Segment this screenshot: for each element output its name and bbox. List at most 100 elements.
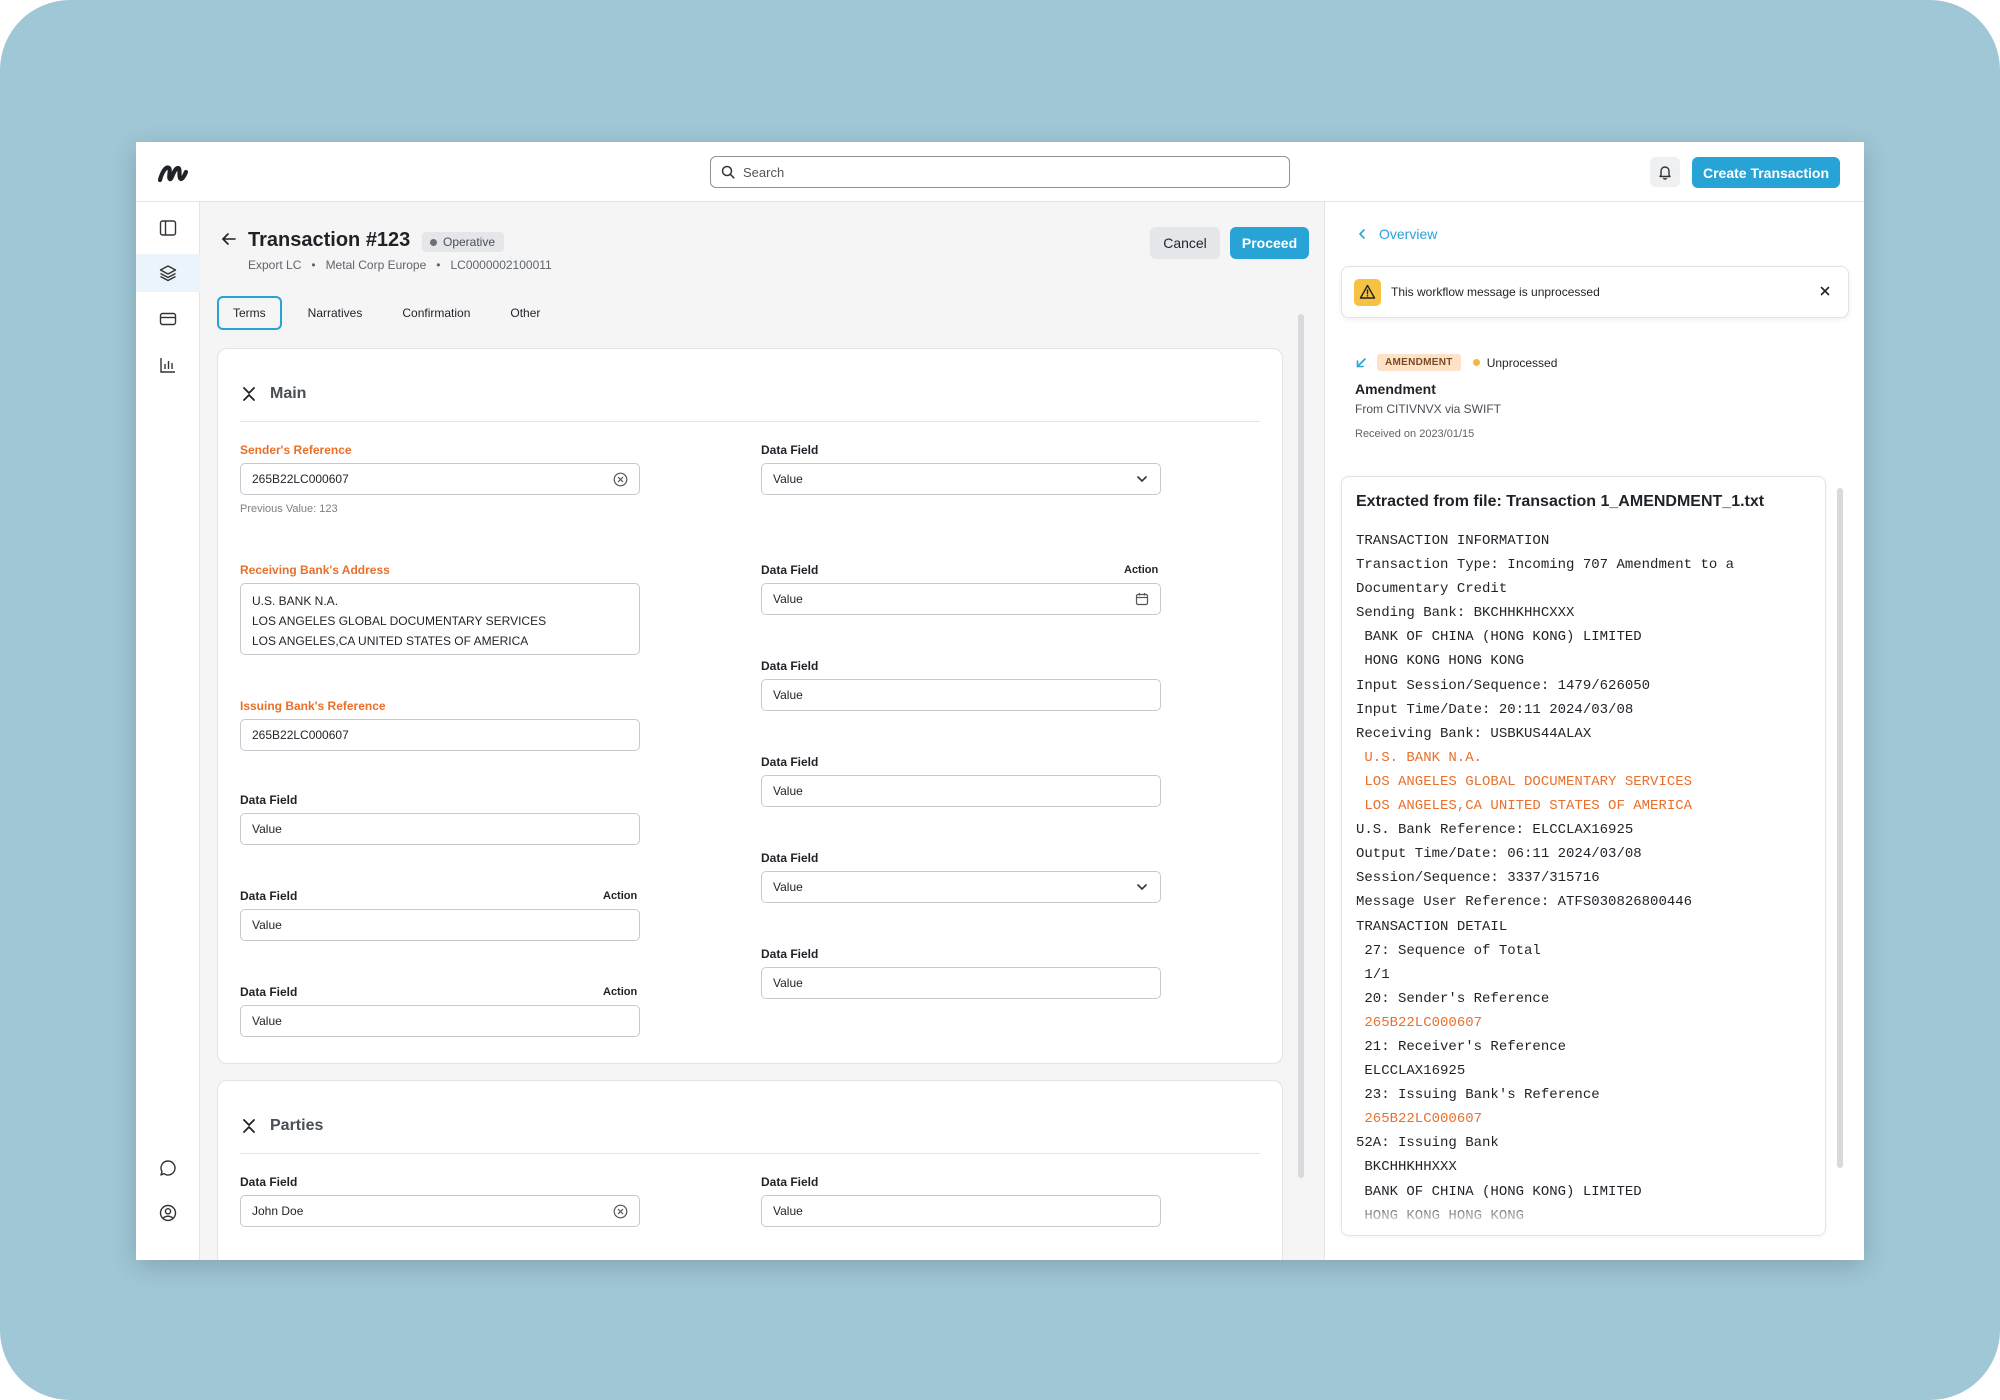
data-field-value: Value <box>773 472 803 486</box>
senders-reference-input[interactable]: 265B22LC000607 <box>240 463 640 495</box>
data-field-input[interactable]: Value <box>761 967 1161 999</box>
file-line: TRANSACTION DETAIL <box>1356 918 1508 935</box>
sidebar-item-reports[interactable] <box>136 346 200 384</box>
search-box[interactable] <box>710 156 1290 188</box>
create-transaction-button[interactable]: Create Transaction <box>1692 157 1840 188</box>
data-field-input[interactable]: Value <box>240 813 640 845</box>
user-circle-icon <box>159 1204 177 1222</box>
tab-other[interactable]: Other <box>510 306 541 320</box>
party-name-input[interactable]: John Doe <box>240 1195 640 1227</box>
file-line: 1/1 <box>1356 966 1390 983</box>
file-line: Receiving Bank: USBKUS44ALAX <box>1356 725 1592 742</box>
file-line: 265B22LC000607 <box>1356 1014 1483 1031</box>
notifications-button[interactable] <box>1650 157 1680 187</box>
sidebar-item-layers[interactable] <box>136 254 200 292</box>
message-panel: Overview This workflow message is unproc… <box>1324 202 1864 1260</box>
overview-label: Overview <box>1379 226 1438 242</box>
data-field-date-input[interactable]: Value <box>761 583 1161 615</box>
data-field-input[interactable]: Value <box>761 679 1161 711</box>
layers-icon <box>159 265 177 282</box>
section-divider <box>240 1153 1260 1154</box>
message-meta: AMENDMENT Unprocessed <box>1355 354 1557 371</box>
file-line: BANK OF CHINA (HONG KONG) LIMITED <box>1356 1183 1642 1200</box>
file-line: LOS ANGELES,CA UNITED STATES OF AMERICA <box>1356 798 1693 815</box>
senders-reference-label: Sender's Reference <box>240 443 352 457</box>
tab-terms[interactable]: Terms <box>217 296 282 330</box>
breadcrumb-reference: LC0000002100011 <box>450 258 552 272</box>
collapse-icon[interactable] <box>242 386 256 402</box>
data-field-value: Value <box>252 1014 282 1028</box>
file-line: Transaction Type: Incoming 707 Amendment… <box>1356 557 1735 574</box>
chevron-left-icon <box>1359 229 1365 239</box>
data-field-label: Data Field <box>240 1175 298 1189</box>
clear-icon[interactable] <box>613 472 628 487</box>
file-line: Input Session/Sequence: 1479/626050 <box>1356 677 1651 694</box>
proceed-button[interactable]: Proceed <box>1230 227 1309 259</box>
breadcrumb-separator: • <box>436 258 441 272</box>
status-dot <box>430 238 437 246</box>
receiving-bank-address-textarea[interactable]: U.S. BANK N.A. LOS ANGELES GLOBAL DOCUME… <box>240 583 640 655</box>
parties-section-card: Parties Data Field John Doe Data Field V… <box>217 1080 1283 1260</box>
close-icon[interactable] <box>1818 284 1832 298</box>
data-field-select[interactable]: Value <box>761 871 1161 903</box>
overview-link[interactable]: Overview <box>1357 226 1437 242</box>
file-line: 52A: Issuing Bank <box>1356 1135 1499 1152</box>
issuing-bank-reference-input[interactable]: 265B22LC000607 <box>240 719 640 751</box>
main-scrollbar[interactable] <box>1298 314 1304 1178</box>
collapse-icon[interactable] <box>242 1118 256 1134</box>
clear-icon[interactable] <box>613 1204 628 1219</box>
data-field-value: Value <box>252 918 282 932</box>
incoming-arrow-icon <box>1356 357 1366 367</box>
file-line: 27: Sequence of Total <box>1356 942 1541 959</box>
file-scrollbar[interactable] <box>1837 488 1843 1168</box>
data-field-input[interactable]: Value <box>761 775 1161 807</box>
main-content: Transaction #123 Operative Export LC • M… <box>200 202 1324 1260</box>
file-line: LOS ANGELES GLOBAL DOCUMENTARY SERVICES <box>1356 773 1693 790</box>
sidebar-item-panel[interactable] <box>136 209 200 247</box>
file-line: Session/Sequence: 3337/315716 <box>1356 870 1600 887</box>
warning-icon-box <box>1354 278 1381 306</box>
breadcrumb-customer: Metal Corp Europe <box>325 258 427 272</box>
sidebar-item-chat[interactable] <box>136 1149 200 1187</box>
file-line: Sending Bank: BKCHHKHHCXXX <box>1356 605 1575 622</box>
file-line: Documentary Credit <box>1356 581 1508 598</box>
main-section-header[interactable]: Main <box>242 385 306 403</box>
data-field-value: Value <box>773 784 803 798</box>
cancel-button[interactable]: Cancel <box>1150 227 1220 259</box>
main-section-card: Main Sender's Reference 265B22LC000607 P… <box>217 348 1283 1064</box>
breadcrumb-separator: • <box>311 258 316 272</box>
unprocessed-alert: This workflow message is unprocessed <box>1341 266 1849 318</box>
message-title: Amendment <box>1355 381 1436 397</box>
sidebar-item-profile[interactable] <box>136 1194 200 1232</box>
data-field-input[interactable]: Value <box>240 909 640 941</box>
data-field-label: Data Field <box>761 755 819 769</box>
sidebar-item-cards[interactable] <box>136 300 200 338</box>
chat-icon <box>160 1160 176 1176</box>
data-field-input[interactable]: Value <box>240 1005 640 1037</box>
calendar-icon[interactable] <box>1135 592 1149 606</box>
action-label[interactable]: Action <box>603 890 638 902</box>
data-field-label: Data Field <box>761 947 819 961</box>
breadcrumb: Export LC • Metal Corp Europe • LC000000… <box>248 258 552 272</box>
action-label[interactable]: Action <box>1124 564 1159 576</box>
chevron-down-icon <box>1137 884 1147 890</box>
parties-section-header[interactable]: Parties <box>242 1117 323 1135</box>
tab-confirmation[interactable]: Confirmation <box>402 306 471 320</box>
tab-narratives[interactable]: Narratives <box>307 306 363 320</box>
back-arrow-icon[interactable] <box>220 230 238 248</box>
data-field-select[interactable]: Value <box>761 463 1161 495</box>
file-line: U.S. BANK N.A. <box>1356 749 1483 766</box>
data-field-input[interactable]: Value <box>761 1195 1161 1227</box>
chart-icon <box>160 358 175 373</box>
address-line: U.S. BANK N.A. <box>252 594 339 608</box>
file-line: 265B22LC000607 <box>1356 1111 1483 1128</box>
file-content: TRANSACTION INFORMATION Transaction Type:… <box>1356 529 1816 1235</box>
search-input[interactable] <box>743 164 1243 180</box>
amendment-tag: AMENDMENT <box>1377 354 1461 371</box>
file-line: 21: Receiver's Reference <box>1356 1038 1567 1055</box>
section-divider <box>240 421 1260 422</box>
message-status: Unprocessed <box>1486 355 1558 370</box>
action-label[interactable]: Action <box>603 986 638 998</box>
app-logo-icon <box>158 165 188 183</box>
tab-bar: Terms Narratives Confirmation Other <box>217 296 566 330</box>
